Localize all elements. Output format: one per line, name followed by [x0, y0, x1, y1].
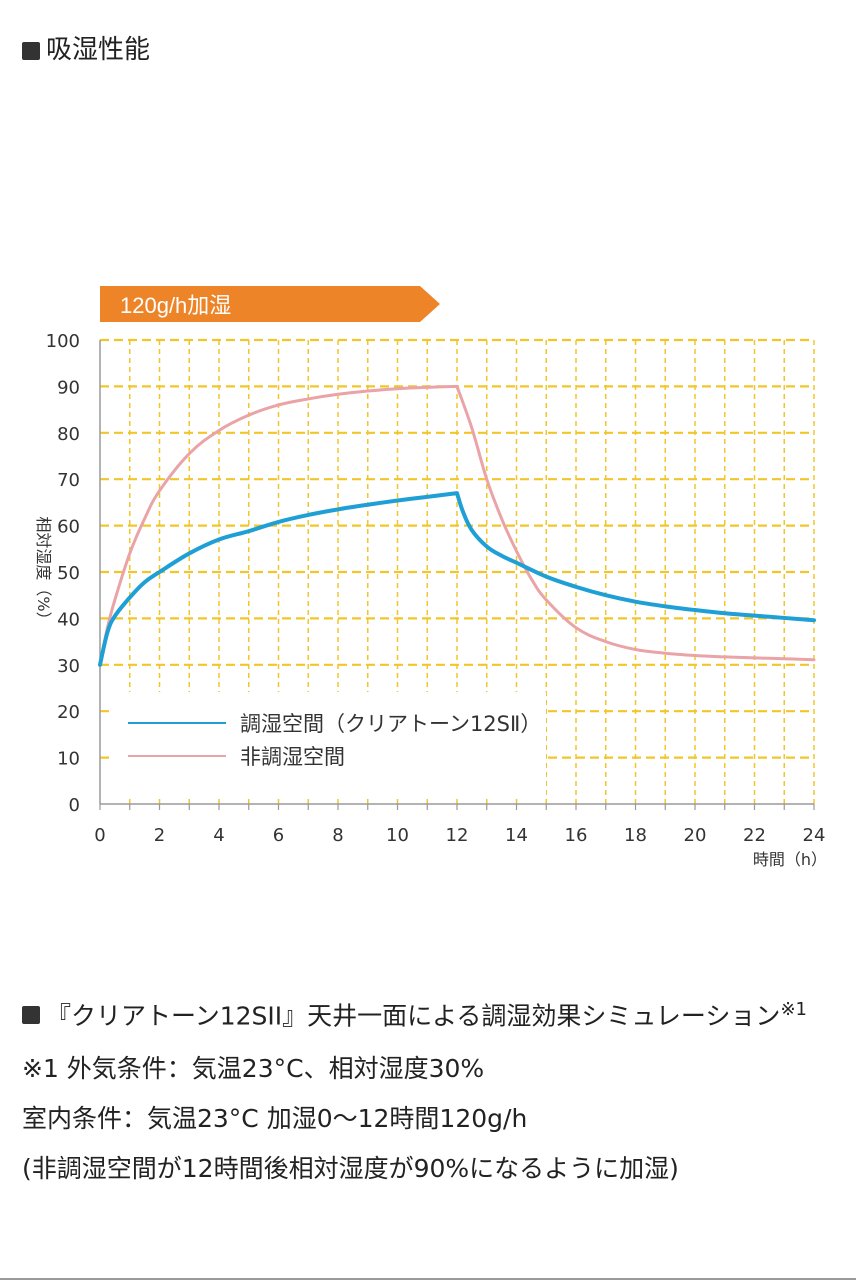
x-tick-label: 24 — [803, 825, 826, 846]
x-tick-label: 12 — [446, 825, 469, 846]
section-heading: 吸湿性能 — [22, 30, 150, 70]
y-axis-label: 相対湿度（%） — [34, 516, 53, 627]
x-tick-label: 10 — [386, 825, 409, 846]
y-tick-label: 60 — [57, 517, 80, 538]
legend-box — [110, 692, 546, 798]
y-tick-label: 100 — [46, 331, 80, 352]
y-tick-label: 90 — [57, 377, 80, 398]
simulation-caption: 『クリアトーン12SII』天井一面による調湿効果シミュレーション※1 — [22, 988, 842, 1038]
x-tick-label: 16 — [565, 825, 588, 846]
note-line: 室内条件：気温23°C 加湿0〜12時間120g/h — [22, 1104, 528, 1134]
x-tick-label: 18 — [624, 825, 647, 846]
banner-text: 120g/h加湿 — [120, 293, 231, 318]
caption-text: 『クリアトーン12SII』天井一面による調湿効果シミュレーション — [46, 1001, 781, 1031]
banner-arrow — [100, 286, 440, 322]
notes: 『クリアトーン12SII』天井一面による調湿効果シミュレーション※1 ※1 外気… — [22, 988, 842, 1194]
x-tick-label: 22 — [743, 825, 766, 846]
x-tick-label: 8 — [332, 825, 343, 846]
bottom-divider — [0, 1278, 856, 1280]
y-tick-label: 20 — [57, 702, 80, 723]
heading-text: 吸湿性能 — [46, 35, 151, 65]
y-tick-label: 30 — [57, 656, 80, 677]
series-line-hichouritsu — [98, 384, 816, 667]
y-tick-label: 0 — [69, 795, 80, 816]
x-axis-label: 時間（h） — [753, 850, 827, 869]
y-tick-label: 70 — [57, 470, 80, 491]
note-line: (非調湿空間が12時間後相対湿度が90%になるように加湿) — [22, 1154, 679, 1184]
x-tick-label: 20 — [684, 825, 707, 846]
x-tick-label: 14 — [505, 825, 528, 846]
series-line-chouritsu — [98, 491, 816, 667]
y-tick-label: 80 — [57, 424, 80, 445]
legend-label-hichouritsu: 非調湿空間 — [240, 745, 345, 769]
y-tick-label: 40 — [57, 609, 80, 630]
x-tick-label: 4 — [213, 825, 224, 846]
note-line: ※1 外気条件：気温23°C、相対湿度30% — [22, 1054, 485, 1084]
y-tick-label: 50 — [57, 563, 80, 584]
square-bullet-icon — [22, 1006, 40, 1025]
legend: 調湿空間（クリアトーン12SⅡ） 非調湿空間 — [110, 692, 546, 798]
x-tick-label: 6 — [273, 825, 284, 846]
caption-footnote-mark: ※1 — [780, 999, 807, 1020]
x-tick-label: 2 — [154, 825, 165, 846]
x-tick-label: 0 — [94, 825, 105, 846]
humidification-banner: 120g/h加湿 — [100, 286, 440, 322]
y-tick-label: 10 — [57, 749, 80, 770]
legend-label-chouritsu: 調湿空間（クリアトーン12SⅡ） — [240, 712, 541, 736]
square-bullet-icon — [22, 42, 40, 60]
